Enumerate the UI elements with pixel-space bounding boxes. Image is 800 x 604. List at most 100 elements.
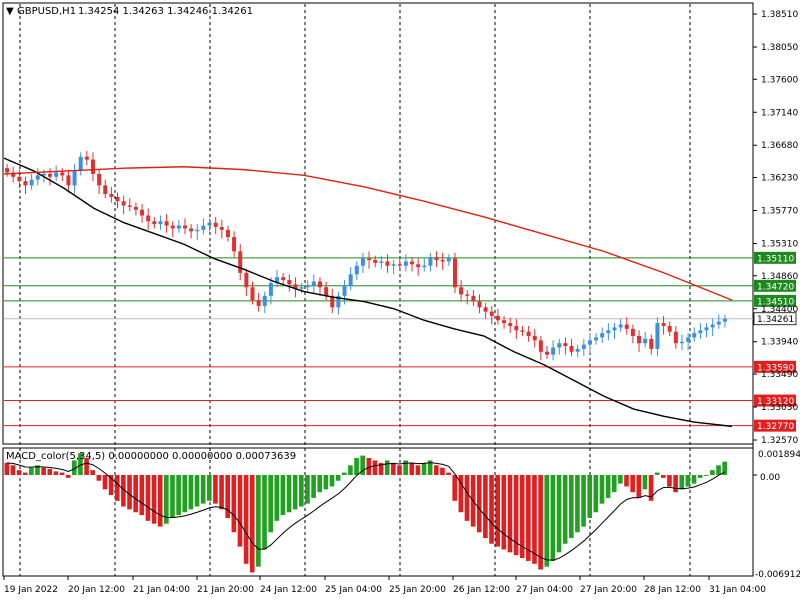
macd-bar <box>661 475 666 478</box>
candle-body <box>624 324 629 329</box>
macd-bar <box>679 475 685 490</box>
price-tick-label: 1.37600 <box>761 75 798 85</box>
macd-bar <box>292 475 298 510</box>
macd-bar <box>630 475 635 493</box>
candle-body <box>250 287 255 301</box>
price-tick-label: 1.34400 <box>761 305 798 315</box>
time-tick-label: 19 Jan 2022 <box>4 585 58 595</box>
macd-bar <box>219 475 224 510</box>
candle-body <box>225 229 230 238</box>
ma-slow-line <box>3 166 733 301</box>
candle-body <box>452 258 457 288</box>
candle-body <box>514 325 519 331</box>
macd-bar <box>108 475 114 496</box>
macd-bar <box>164 475 169 524</box>
macd-bar <box>176 475 181 516</box>
candle-body <box>176 225 181 229</box>
candle-body <box>410 261 415 265</box>
candle-body <box>643 338 648 344</box>
macd-bar <box>348 465 353 475</box>
level-price-label: 1.33120 <box>757 397 794 407</box>
macd-bottom-value: -0.006912 <box>755 570 800 580</box>
candle-body <box>367 258 372 260</box>
macd-bar <box>341 472 347 475</box>
macd-bar <box>78 453 83 475</box>
candle-body <box>594 337 599 341</box>
current-price-box <box>753 312 797 326</box>
macd-bar <box>476 475 482 533</box>
macd-bar <box>427 460 433 475</box>
macd-bar <box>648 475 654 501</box>
macd-bar <box>157 475 163 527</box>
macd-bar <box>360 455 365 475</box>
candle-body <box>379 261 384 263</box>
collapse-arrow-icon[interactable]: ▼ <box>6 6 14 17</box>
macd-bar <box>84 458 89 475</box>
candle-body <box>207 222 212 226</box>
symbol-label: GBPUSD,H1 <box>17 6 76 17</box>
macd-bar <box>16 470 22 475</box>
level-price-label: 1.32770 <box>757 422 794 432</box>
time-tick-label: 26 Jan 12:00 <box>453 585 510 595</box>
macd-bar <box>10 465 16 475</box>
candle-body <box>268 282 273 296</box>
macd-bar <box>440 467 445 475</box>
macd-zero-value: 0.00 <box>760 473 780 483</box>
candle-body <box>606 330 611 334</box>
candle-body <box>219 227 224 230</box>
level-price-box <box>754 360 796 373</box>
candle-body <box>133 206 138 210</box>
candle-body <box>281 277 286 281</box>
macd-bar <box>433 465 439 475</box>
price-tick-label: 1.38050 <box>761 43 798 53</box>
candle-body <box>275 277 280 283</box>
macd-bar <box>464 475 470 521</box>
candle-body <box>146 215 151 222</box>
candle-body <box>244 272 249 288</box>
candle-body <box>84 156 89 160</box>
macd-bar <box>685 475 691 487</box>
candle-body <box>692 333 697 338</box>
candle-body <box>520 330 525 332</box>
candle-body <box>581 344 586 349</box>
candle-body <box>649 338 654 349</box>
macd-bar <box>538 475 543 570</box>
macd-bar <box>200 475 206 504</box>
candle-body <box>673 331 678 344</box>
macd-bar <box>59 472 65 475</box>
macd-bar <box>231 475 237 533</box>
candle-body <box>115 196 120 202</box>
macd-bar <box>611 475 617 493</box>
candle-body <box>630 328 635 337</box>
level-price-box <box>754 294 796 307</box>
candle-body <box>72 171 77 186</box>
macd-bar <box>409 462 415 475</box>
macd-bar <box>249 475 255 573</box>
macd-bar <box>335 475 341 481</box>
time-tick-label: 24 Jan 12:00 <box>260 585 317 595</box>
candle-body <box>483 307 488 312</box>
macd-top-value: 0.0018942 <box>758 450 800 460</box>
level-price-box <box>754 419 796 432</box>
macd-bar <box>378 462 384 475</box>
time-tick-label: 21 Jan 04:00 <box>133 585 190 595</box>
macd-bar <box>624 475 629 487</box>
candle-body <box>526 331 531 337</box>
macd-bar <box>562 475 568 544</box>
macd-bar <box>71 460 77 475</box>
candle-body <box>54 172 59 177</box>
candle-body <box>41 173 46 176</box>
macd-bar <box>53 471 59 475</box>
level-lines: 1.35110 1.34720 1.34510 1.33590 1.33120 1.327… <box>4 251 797 432</box>
macd-bar <box>22 472 28 475</box>
macd-bar <box>133 475 138 513</box>
macd-bar <box>4 462 10 475</box>
macd-label: MACD_color(5,34,5) 0.00000000 0.00000000… <box>6 451 296 462</box>
candle-body <box>471 295 476 302</box>
macd-bar <box>47 468 53 475</box>
macd-bar <box>703 475 709 476</box>
macd-bar <box>587 475 593 518</box>
macd-bar <box>121 475 126 507</box>
